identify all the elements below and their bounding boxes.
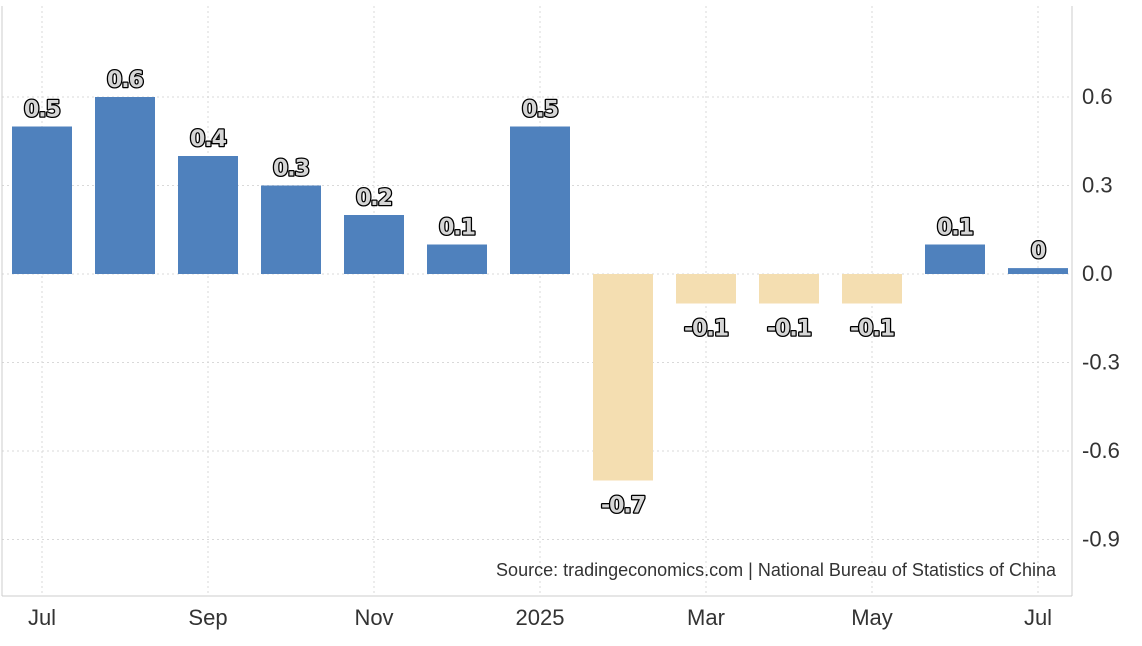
bar-2024-11 (344, 215, 404, 274)
bar-2024-12 (427, 244, 487, 274)
grid-lines (2, 6, 1072, 596)
y-tick-label: 0.3 (1082, 173, 1113, 198)
data-label-2025-06: 0.1 (937, 216, 973, 241)
data-label-2024-12: 0.1 (439, 216, 475, 241)
x-tick-label: Sep (188, 605, 227, 630)
x-tick-label: Mar (687, 605, 725, 630)
data-label-2025-04: -0.1 (767, 317, 811, 342)
bar-2025-02 (593, 274, 653, 481)
data-label-2025-07: 0 (1031, 239, 1046, 264)
data-label-2024-10: 0.3 (273, 157, 309, 182)
y-tick-label: 0.6 (1082, 84, 1113, 109)
y-tick-label: -0.6 (1082, 438, 1120, 463)
x-tick-label: 2025 (516, 605, 565, 630)
data-label-2024-09: 0.4 (190, 127, 227, 152)
bar-2024-09 (178, 156, 238, 274)
y-tick-label: -0.9 (1082, 527, 1120, 552)
bar-2025-06 (925, 244, 985, 274)
bar-2025-04 (759, 274, 819, 304)
y-tick-label: 0.0 (1082, 261, 1113, 286)
axes: 0.6 0.3 0.0 -0.3 -0.6 -0.9 Jul Sep Nov 2025 Mar May… (1, 6, 1120, 630)
data-labels: 0.5 0.6 0.4 0.3 0.2 0.1 0.5 -0.7 -0.1 -0.1 -0.1 0.1… (23, 67, 1048, 520)
source-note: Source: tradingeconomics.com | National … (496, 560, 1057, 580)
x-tick-label: Nov (354, 605, 393, 630)
bar-2024-10 (261, 185, 321, 274)
bar-2025-01 (510, 126, 570, 274)
data-label-2024-08: 0.6 (107, 68, 144, 93)
bar-2025-05 (842, 274, 902, 304)
bar-2024-07 (12, 126, 72, 274)
bars (12, 97, 1068, 481)
x-tick-label: May (851, 605, 893, 630)
x-tick-label: Jul (28, 605, 56, 630)
data-label-2025-01: 0.5 (522, 98, 558, 123)
data-label-2025-05: -0.1 (850, 317, 894, 342)
data-label-2024-07: 0.5 (24, 98, 60, 123)
bar-2024-08 (95, 97, 155, 274)
bar-2025-07 (1008, 268, 1068, 274)
bar-2025-03 (676, 274, 736, 304)
data-label-2024-11: 0.2 (356, 186, 392, 211)
data-label-2025-03: -0.1 (684, 317, 728, 342)
y-tick-label: -0.3 (1082, 350, 1120, 375)
x-tick-label: Jul (1024, 605, 1052, 630)
data-label-2025-02: -0.7 (601, 494, 645, 519)
